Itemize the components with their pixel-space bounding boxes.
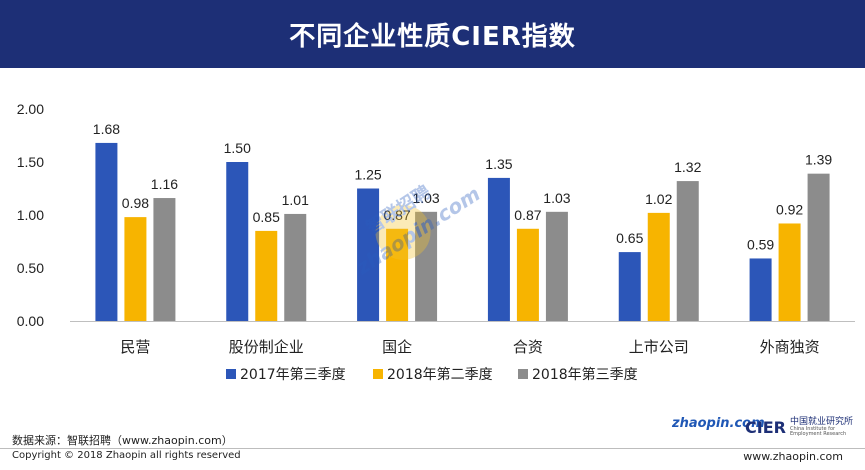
copyright-text: Copyright © 2018 Zhaopin all rights rese… [12, 450, 241, 461]
chart-title: 不同企业性质CIER指数 [289, 21, 576, 52]
bar [386, 228, 409, 321]
y-tick-label: 0.00 [17, 313, 44, 329]
footer-url: www.zhaopin.com [743, 450, 843, 463]
bar-value-label: 0.92 [776, 201, 803, 217]
bar [749, 258, 772, 321]
legend-label: 2018年第三季度 [532, 366, 638, 383]
bar-value-label: 1.25 [354, 167, 381, 183]
bar-value-label: 1.50 [224, 140, 251, 156]
bar-value-label: 0.85 [253, 209, 280, 225]
bar [95, 142, 118, 321]
bar-value-label: 1.02 [645, 191, 672, 207]
legend-swatch [518, 369, 528, 379]
bar [618, 252, 641, 321]
x-category-label: 国企 [382, 338, 412, 356]
bar [415, 211, 438, 321]
bar-value-label: 1.16 [151, 176, 178, 192]
footer-divider [0, 448, 865, 449]
cier-logo: CIER 中国就业研究所 China Institute for Employm… [745, 417, 853, 438]
data-source-note: 数据来源：智联招聘（www.zhaopin.com） [12, 434, 233, 447]
x-category-label: 合资 [513, 338, 543, 356]
bar [807, 173, 830, 321]
bar-value-label: 0.98 [122, 195, 149, 211]
bar [226, 162, 249, 321]
x-category-label: 股份制企业 [229, 338, 304, 356]
bar-value-label: 1.68 [93, 121, 120, 137]
bar-value-label: 0.87 [383, 207, 410, 223]
y-tick-label: 2.00 [17, 101, 44, 117]
bar-value-label: 1.03 [543, 190, 570, 206]
y-tick-label: 1.00 [17, 207, 44, 223]
x-category-label: 民营 [120, 338, 150, 356]
legend-swatch [226, 369, 236, 379]
bar [153, 198, 176, 321]
bar-value-label: 0.87 [514, 207, 541, 223]
legend-label: 2017年第三季度 [240, 366, 346, 383]
y-tick-label: 0.50 [17, 260, 44, 276]
zhaopin-logo: zhaopin.com [672, 416, 765, 431]
bar-value-label: 1.32 [674, 159, 701, 175]
bar-value-label: 1.03 [412, 190, 439, 206]
bar [545, 211, 568, 321]
bar [676, 181, 699, 321]
bar-value-label: 1.39 [805, 152, 832, 168]
bar [487, 177, 510, 321]
bar-value-label: 0.59 [747, 236, 774, 252]
bar [516, 228, 539, 321]
legend-swatch [373, 369, 383, 379]
bar [124, 217, 147, 321]
bar-value-label: 0.65 [616, 230, 643, 246]
title-banner: 不同企业性质CIER指数 [0, 0, 865, 68]
bar [647, 212, 670, 321]
bar-value-label: 1.35 [485, 156, 512, 172]
bar [778, 223, 801, 321]
x-category-label: 上市公司 [629, 338, 689, 356]
y-tick-label: 1.50 [17, 154, 44, 170]
bar [255, 230, 278, 321]
bar-value-label: 1.01 [282, 192, 309, 208]
bar [284, 213, 307, 321]
bar-chart: 0.00 0.50 1.00 1.50 2.00 1.68 0.981.16 民营 1.50 0.… [17, 101, 855, 383]
x-category-label: 外商独资 [760, 338, 820, 356]
bar [357, 188, 380, 321]
legend-label: 2018年第二季度 [387, 366, 493, 383]
